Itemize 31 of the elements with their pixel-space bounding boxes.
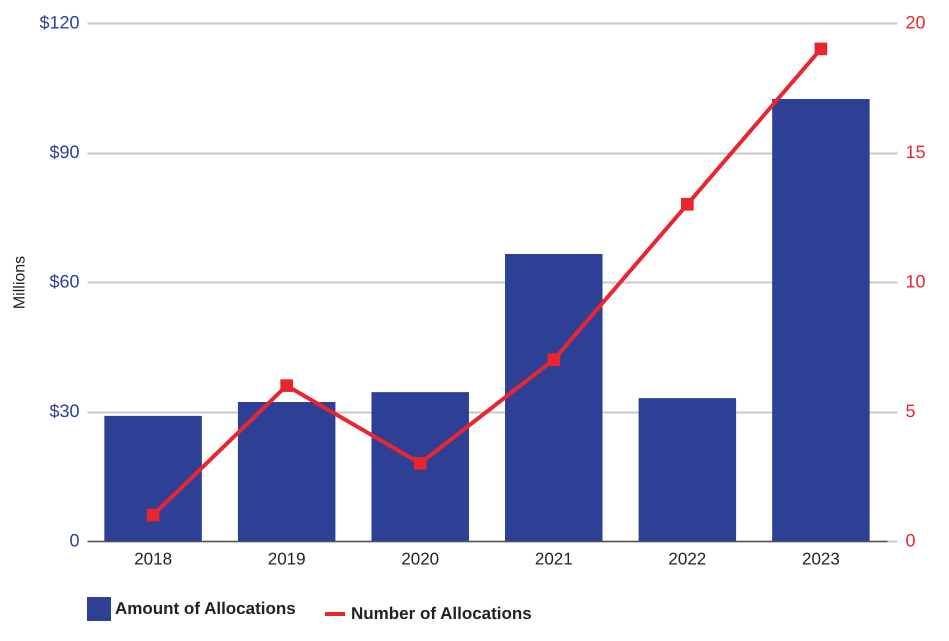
y2-tick-label: 5 bbox=[906, 401, 916, 421]
x-tick-label: 2020 bbox=[401, 550, 440, 568]
y2-tick-label: 15 bbox=[906, 142, 926, 162]
x-tick-label: 2021 bbox=[534, 550, 573, 568]
y2-tick-label: 0 bbox=[906, 530, 916, 550]
x-tick-label: 2022 bbox=[668, 550, 706, 568]
bar bbox=[638, 398, 736, 541]
bar bbox=[772, 98, 870, 541]
x-tick-label: 2018 bbox=[134, 550, 172, 568]
point bbox=[280, 379, 293, 392]
x-tick-label: 2023 bbox=[802, 550, 840, 568]
y-tick-label: $90 bbox=[49, 142, 80, 162]
y2-tick-label: 20 bbox=[906, 12, 926, 32]
bar bbox=[104, 416, 202, 541]
y-tick-label: 0 bbox=[69, 530, 80, 550]
y-tick-label: $30 bbox=[49, 401, 80, 421]
point bbox=[814, 42, 828, 56]
legend-label: Amount of Allocations bbox=[115, 599, 296, 618]
bar bbox=[238, 402, 336, 541]
point bbox=[146, 508, 160, 522]
point bbox=[547, 353, 560, 366]
y-tick-label: $120 bbox=[39, 12, 80, 32]
y-tick-label: $60 bbox=[49, 272, 80, 292]
y-axis-title: Millions bbox=[11, 256, 28, 310]
point bbox=[414, 456, 427, 470]
y2-tick-label: 10 bbox=[906, 272, 926, 292]
x-tick-label: 2019 bbox=[268, 550, 306, 568]
bar bbox=[505, 254, 603, 541]
legend-label: Number of Allocations bbox=[351, 604, 532, 623]
bar bbox=[371, 392, 469, 541]
point bbox=[681, 198, 694, 211]
